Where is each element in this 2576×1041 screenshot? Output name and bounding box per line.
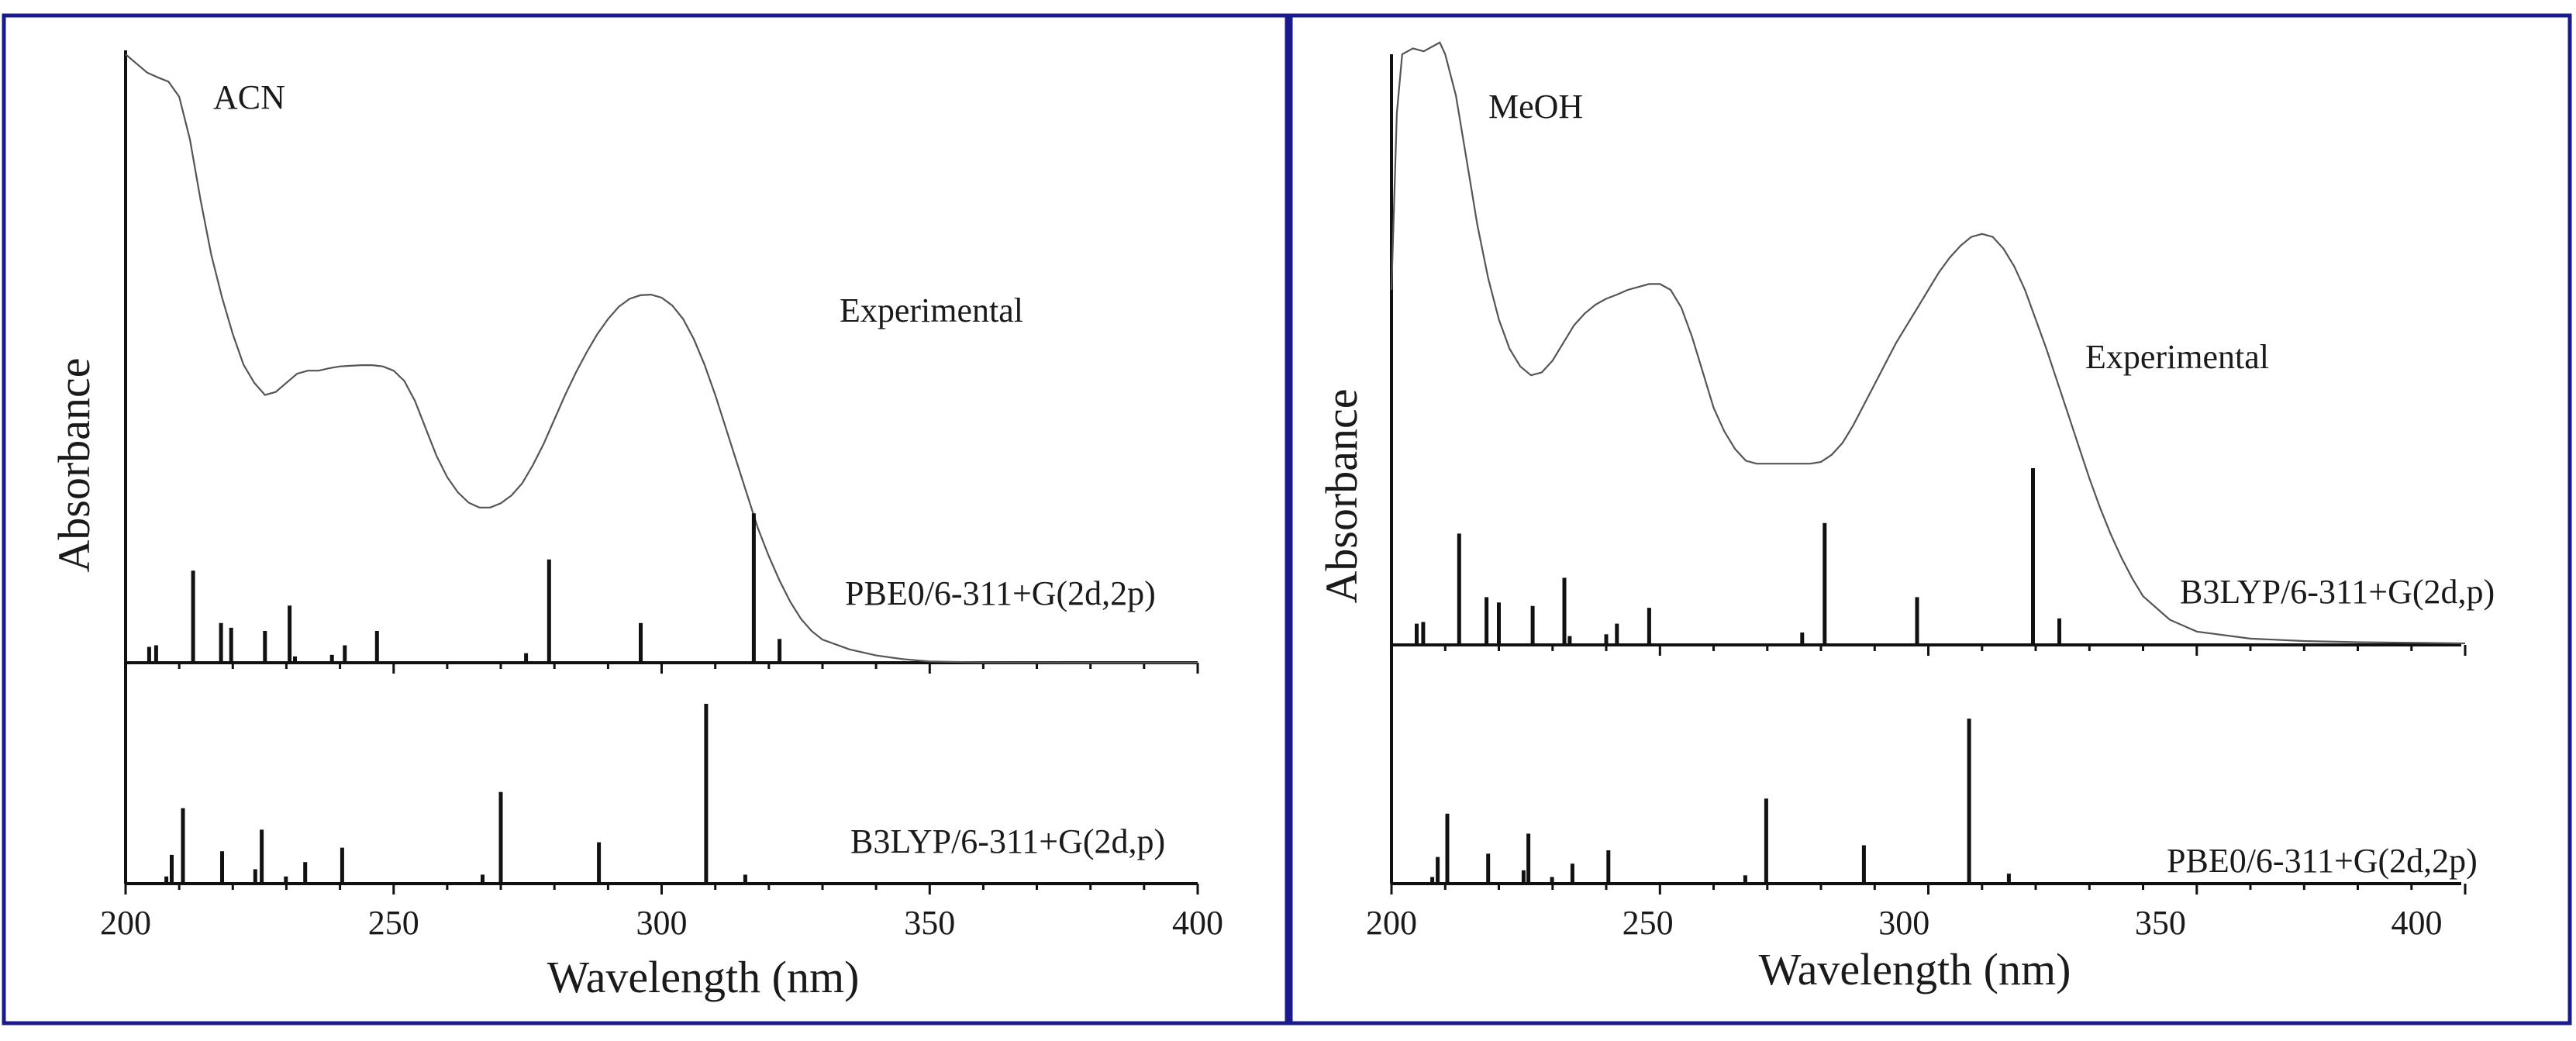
right-tick-label: 400 <box>2392 904 2443 942</box>
left-solvent-label: ACN <box>213 78 285 116</box>
left-tick-label: 200 <box>100 904 151 942</box>
right-tick-marks <box>1390 645 2467 895</box>
right-upper-sticks <box>1415 468 2061 645</box>
right-experimental-curve <box>1390 41 2466 645</box>
left-tick-label: 400 <box>1172 904 1223 942</box>
right-panel-frame <box>1288 13 2572 1025</box>
right-solvent-label: MeOH <box>1488 88 1583 126</box>
right-tick-label: 350 <box>2135 904 2186 942</box>
left-experimental-label: Experimental <box>840 291 1023 329</box>
left-tick-label: 250 <box>368 904 419 942</box>
left-tick-marks <box>124 663 1199 895</box>
left-experimental-curve <box>125 53 1198 664</box>
right-tick-label: 300 <box>1878 904 1929 942</box>
left-upper-method-label: PBE0/6-311+G(2d,2p) <box>845 574 1156 612</box>
right-x-axis-title: Wavelength (nm) <box>1759 944 2071 994</box>
left-tick-label: 300 <box>636 904 688 942</box>
right-tick-label: 250 <box>1623 904 1674 942</box>
right-tick-label: 200 <box>1366 904 1417 942</box>
right-experimental-label: Experimental <box>2085 338 2269 376</box>
left-x-axis-title: Wavelength (nm) <box>547 952 860 1002</box>
left-lower-sticks <box>164 704 747 884</box>
left-upper-sticks <box>147 513 782 663</box>
right-lower-method-label: PBE0/6-311+G(2d,2p) <box>2167 842 2478 880</box>
left-tick-label: 350 <box>904 904 955 942</box>
left-panel-frame <box>2 13 1289 1025</box>
left-y-axis-title: Absorbance <box>49 357 99 572</box>
right-y-axis-title: Absorbance <box>1316 388 1367 603</box>
right-upper-method-label: B3LYP/6-311+G(2d,p) <box>2180 573 2495 611</box>
left-lower-method-label: B3LYP/6-311+G(2d,p) <box>850 822 1165 860</box>
right-panel: MeOH Experimental B3LYP/6-311+G(2d,p) PB… <box>1316 41 2495 994</box>
left-panel: ACN Experimental PBE0/6-311+G(2d,2p) B3L… <box>49 50 1223 1002</box>
right-lower-sticks <box>1430 719 2011 884</box>
